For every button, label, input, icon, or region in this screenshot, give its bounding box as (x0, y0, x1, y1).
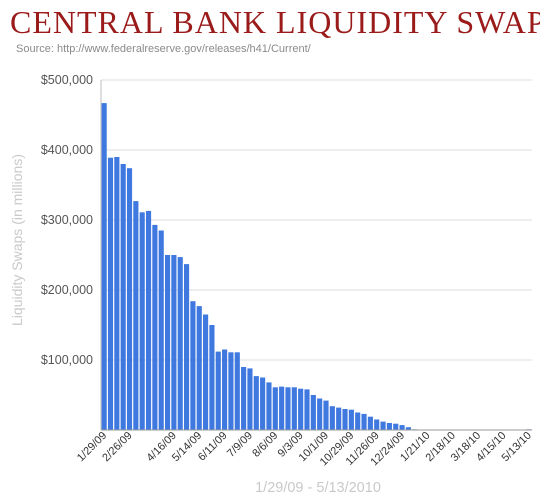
x-tick-labels: 1/29/092/26/09 4/16/095/14/096/11/097/9/0… (75, 430, 534, 469)
bar (393, 423, 399, 430)
y-axis-label: Liquidity Swaps (in millions) (9, 154, 25, 326)
bar (107, 157, 114, 430)
bar (114, 157, 120, 430)
source-note: Source: http://www.federalreserve.gov/re… (16, 43, 311, 55)
bar (374, 419, 380, 430)
bar (310, 395, 316, 430)
bar (177, 257, 183, 430)
bar (367, 416, 373, 430)
bar (399, 425, 405, 430)
bar (241, 367, 247, 430)
bar (215, 351, 221, 430)
bar (101, 103, 107, 430)
bar (260, 377, 266, 430)
bar (190, 301, 196, 430)
bar (266, 382, 272, 430)
bar (329, 406, 335, 430)
axes (100, 80, 532, 431)
y-tick-label: $100,000 (41, 353, 93, 367)
y-tick-labels: $100,000 $200,000 $300,000 $400,000 $500,000 (41, 73, 93, 367)
bar (348, 409, 354, 430)
bar (171, 255, 177, 430)
bar (158, 230, 164, 430)
bar (355, 412, 361, 430)
bars (101, 103, 532, 430)
bar (323, 400, 329, 430)
bar (386, 423, 392, 430)
x-axis-label: 1/29/09 - 5/13/2010 (255, 480, 381, 496)
bar (222, 349, 228, 430)
bar (317, 398, 323, 430)
bar (247, 368, 253, 430)
bar (120, 164, 126, 430)
bar (336, 407, 342, 430)
bar (405, 427, 411, 430)
bar (298, 388, 304, 430)
bar (304, 389, 310, 430)
bar (152, 224, 158, 430)
bar (285, 387, 291, 430)
y-tick-label: $300,000 (41, 213, 93, 227)
x-tick-label: 8/6/09 (250, 430, 280, 460)
bar (196, 306, 202, 430)
x-tick-label: 7/9/09 (225, 430, 255, 460)
chart-title: CENTRAL BANK LIQUIDITY SWAPS (10, 4, 540, 40)
bar (203, 314, 209, 430)
bar (228, 352, 234, 430)
bar (183, 264, 190, 430)
bar (145, 210, 152, 430)
bar (279, 386, 285, 430)
bar (126, 168, 133, 430)
bar (164, 255, 171, 430)
y-tick-label: $400,000 (41, 143, 93, 157)
bar (139, 212, 145, 430)
bar (342, 409, 348, 430)
bar (361, 413, 367, 430)
y-tick-label: $500,000 (41, 73, 93, 87)
bar (380, 421, 386, 430)
y-tick-label: $200,000 (41, 283, 93, 297)
bar (209, 325, 215, 430)
bar (272, 387, 278, 430)
bar (253, 376, 259, 430)
bar (133, 201, 139, 430)
bar (234, 352, 240, 430)
bar (291, 387, 297, 430)
